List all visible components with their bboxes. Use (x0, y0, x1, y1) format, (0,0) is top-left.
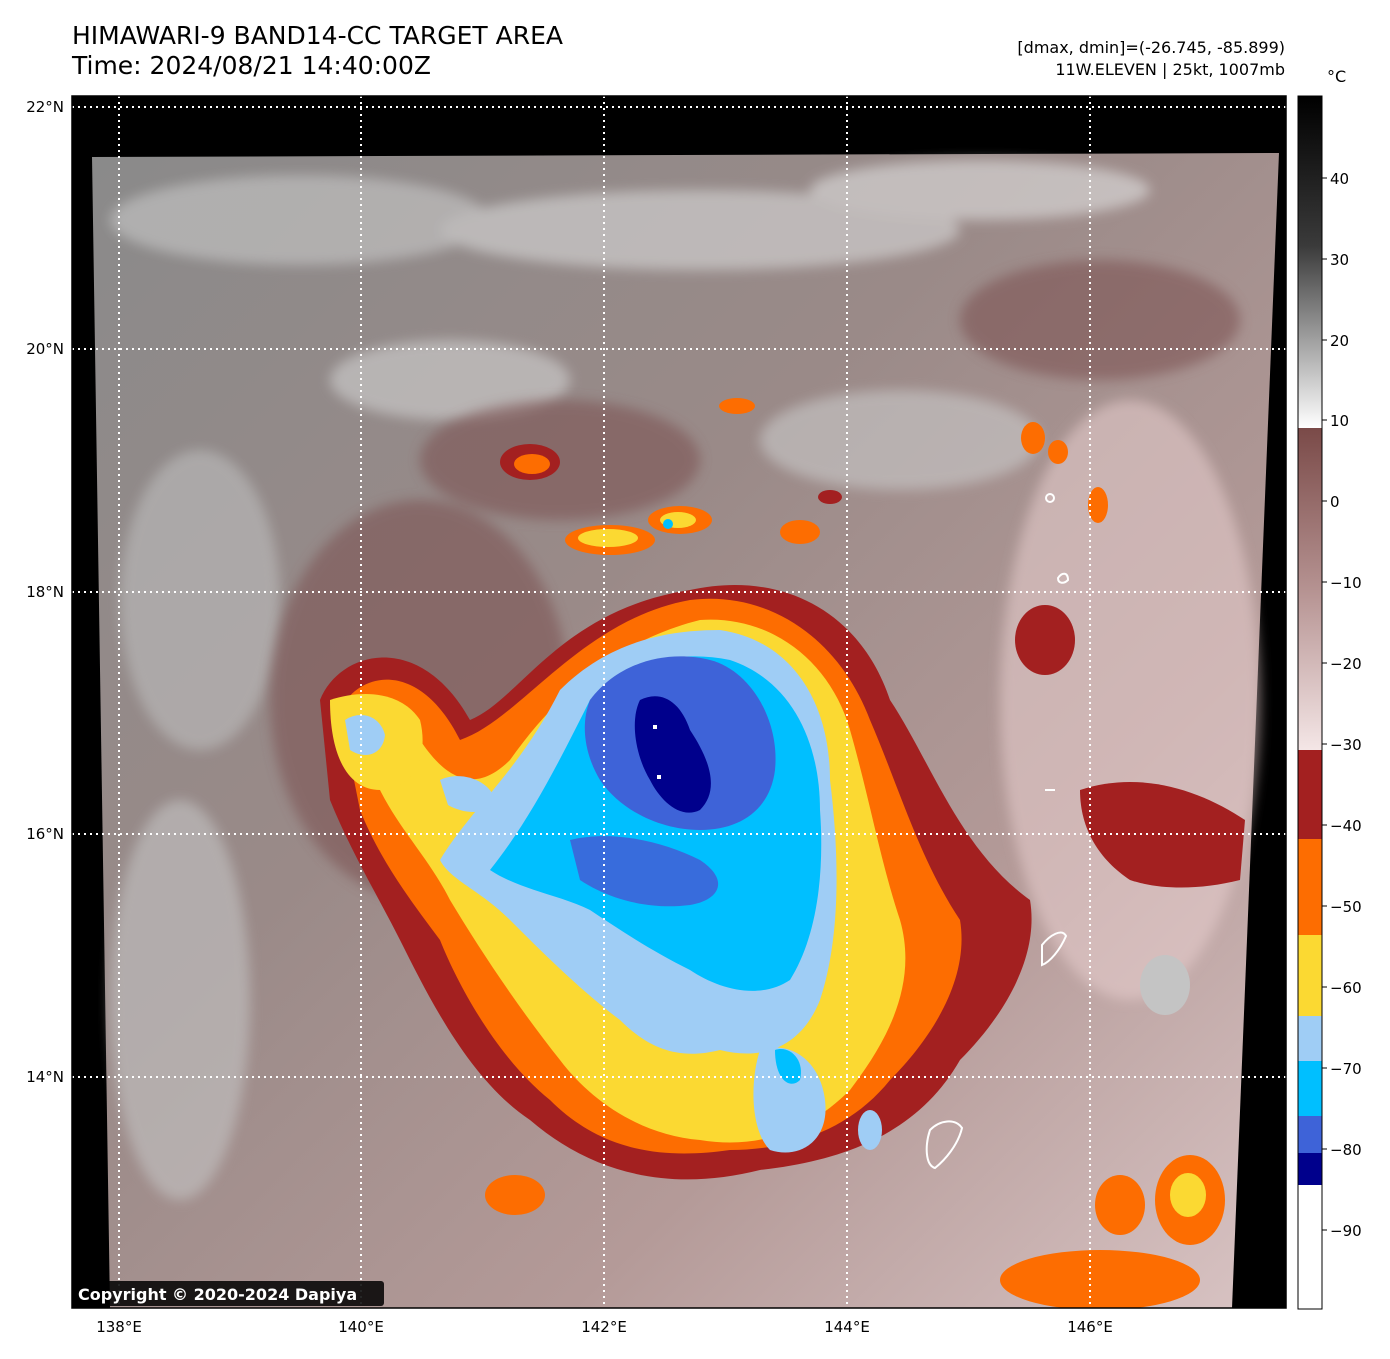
copyright-box (74, 1281, 384, 1306)
convective-cloud (320, 398, 1245, 1308)
colorbar-ticks: 40 30 20 10 0 −10 −20 −30 −40 −50 −60 −7… (1322, 170, 1362, 1240)
lat-label: 20°N (26, 340, 64, 358)
lon-label: 144°E (824, 1318, 870, 1336)
colorbar-tick: −80 (1330, 1141, 1362, 1159)
colorbar-tick: −60 (1330, 979, 1362, 997)
colorbar-tick: 0 (1330, 493, 1340, 511)
colorbar-tick: −40 (1330, 817, 1362, 835)
colorbar-tick: −10 (1330, 574, 1362, 592)
lat-label: 22°N (26, 98, 64, 116)
colorbar-tick: 20 (1330, 332, 1349, 350)
colorbar-unit: °C (1327, 67, 1347, 86)
colorbar-tick: −50 (1330, 898, 1362, 916)
colorbar-tick: −90 (1330, 1222, 1362, 1240)
map-time: Time: 2024/08/21 14:40:00Z (72, 51, 431, 80)
map-title: HIMAWARI-9 BAND14-CC TARGET AREA (72, 21, 564, 50)
lon-label: 140°E (338, 1318, 384, 1336)
lat-label: 16°N (26, 825, 64, 843)
lon-label: 142°E (581, 1318, 627, 1336)
colorbar (1297, 95, 1323, 1310)
colorbar-tick: 30 (1330, 251, 1349, 269)
colorbar-tick: −70 (1330, 1060, 1362, 1078)
imagery-layer (92, 153, 1279, 1308)
storm-info: 11W.ELEVEN | 25kt, 1007mb (1055, 60, 1285, 79)
lat-label: 14°N (26, 1068, 64, 1086)
latitude-labels: 22°N 20°N 18°N 16°N 14°N (26, 98, 64, 1086)
lat-label: 18°N (26, 583, 64, 601)
coastlines (925, 493, 1070, 1170)
colorbar-tick: 40 (1330, 170, 1349, 188)
colorbar-tick: −20 (1330, 655, 1362, 673)
data-range: [dmax, dmin]=(-26.745, -85.899) (1017, 38, 1285, 57)
lon-label: 146°E (1067, 1318, 1113, 1336)
copyright-text: Copyright © 2020-2024 Dapiya (78, 1285, 357, 1304)
gridlines (72, 96, 1286, 1308)
colorbar-tick: 10 (1330, 412, 1349, 430)
lon-label: 138°E (96, 1318, 142, 1336)
colorbar-tick: −30 (1330, 736, 1362, 754)
longitude-labels: 138°E 140°E 142°E 144°E 146°E (96, 1318, 1113, 1336)
